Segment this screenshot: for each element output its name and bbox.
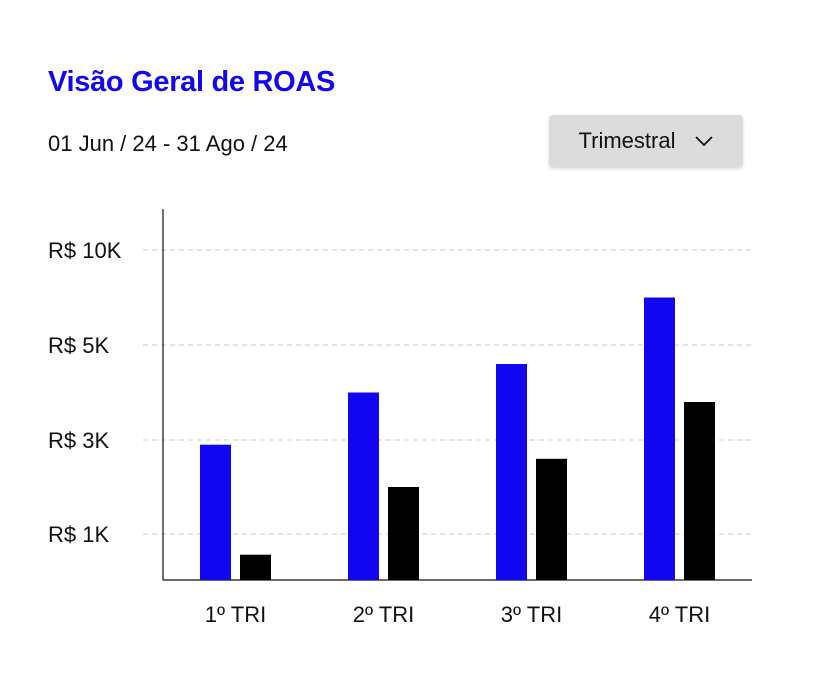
y-tick-label: R$ 1K xyxy=(48,522,109,547)
x-tick-label: 1º TRI xyxy=(205,602,266,627)
bar-series-1-3 xyxy=(644,297,675,580)
bar-series-2-2 xyxy=(536,458,567,580)
bar-series-1-1 xyxy=(348,392,379,580)
bar-series-2-3 xyxy=(684,402,715,580)
y-tick-label: R$ 5K xyxy=(48,333,109,358)
x-tick-label: 3º TRI xyxy=(501,602,562,627)
y-tick-label: R$ 10K xyxy=(48,238,122,263)
x-tick-label: 2º TRI xyxy=(353,602,414,627)
period-dropdown[interactable]: Trimestral xyxy=(549,115,743,167)
bar-series-1-2 xyxy=(496,364,527,580)
card-title: Visão Geral de ROAS xyxy=(48,66,336,98)
bar-series-2-0 xyxy=(240,554,271,580)
date-range: 01 Jun / 24 - 31 Ago / 24 xyxy=(48,131,288,156)
bar-series-1-0 xyxy=(200,444,231,580)
chevron-down-icon xyxy=(695,135,714,147)
y-tick-label: R$ 3K xyxy=(48,428,109,453)
bar-series-2-1 xyxy=(388,487,419,580)
period-dropdown-label: Trimestral xyxy=(578,128,676,153)
x-tick-label: 4º TRI xyxy=(649,602,710,627)
